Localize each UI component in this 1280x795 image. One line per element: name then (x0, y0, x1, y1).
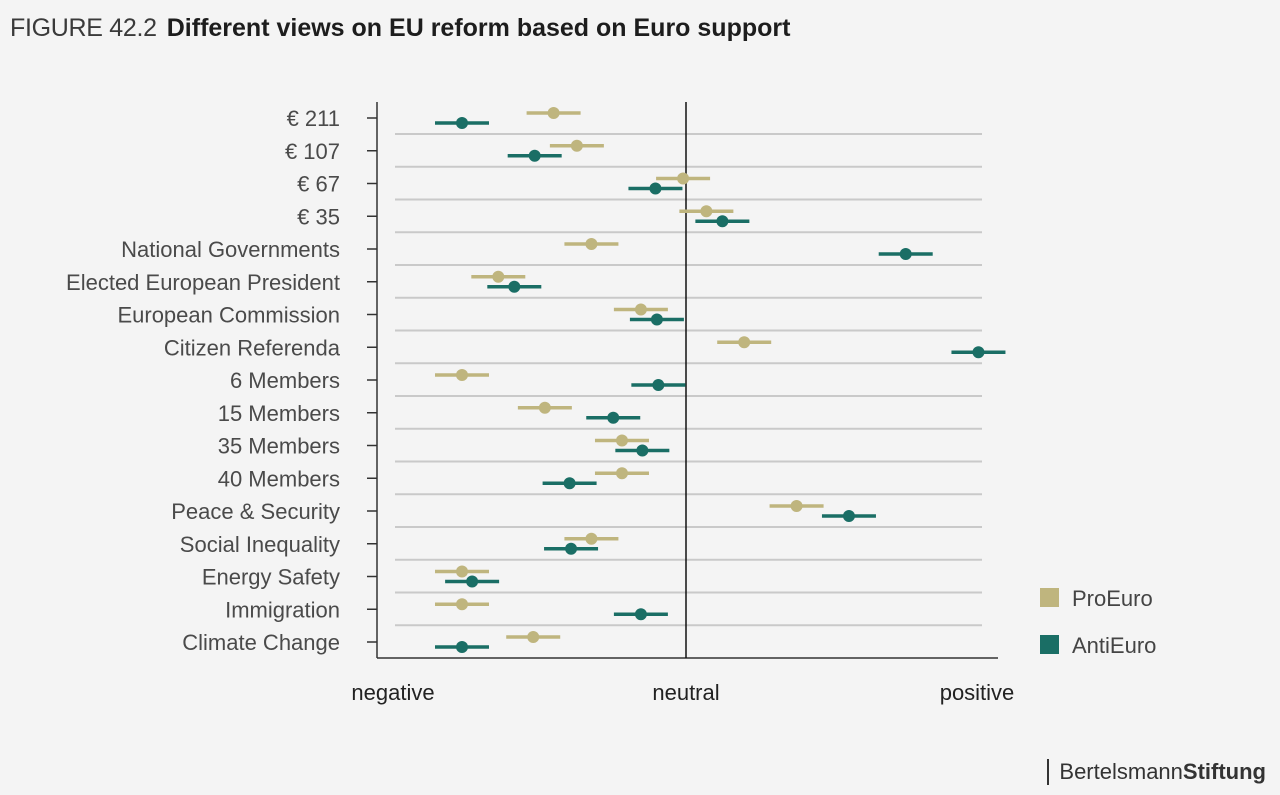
legend-label: AntiEuro (1072, 633, 1156, 658)
x-tick-label: neutral (652, 680, 719, 705)
data-point (634, 303, 647, 316)
category-label: 35 Members (218, 434, 340, 459)
data-point (508, 280, 521, 293)
category-label: Elected European President (66, 270, 340, 295)
legend-swatch (1040, 588, 1059, 607)
legend-swatch (1040, 635, 1059, 654)
data-point (456, 565, 468, 578)
data-point (649, 182, 662, 195)
brand-part2: Stiftung (1182, 759, 1266, 784)
data-point (972, 346, 985, 359)
category-label: € 67 (297, 172, 340, 197)
category-label: Climate Change (182, 630, 340, 655)
x-tick-label: negative (351, 680, 434, 705)
data-point (652, 379, 665, 391)
data-point (527, 631, 540, 643)
data-point (585, 238, 598, 250)
category-label: Citizen Referenda (164, 335, 341, 360)
brand-part1: Bertelsmann (1059, 759, 1183, 784)
legend-label: ProEuro (1072, 586, 1153, 611)
data-point (538, 401, 551, 414)
data-point (456, 369, 468, 381)
data-point (528, 149, 541, 162)
data-point (456, 598, 468, 611)
data-point (456, 641, 468, 653)
data-point (738, 336, 751, 349)
data-point (615, 434, 628, 447)
data-point (492, 270, 505, 283)
category-label: 6 Members (230, 368, 340, 393)
x-tick-label: positive (940, 680, 1015, 705)
data-point (790, 500, 803, 512)
data-point (563, 477, 576, 490)
data-point (615, 467, 628, 480)
data-point (842, 510, 855, 522)
data-point (585, 532, 598, 545)
data-point (607, 411, 620, 424)
category-label: € 107 (285, 139, 340, 164)
figure-title: Different views on EU reform based on Eu… (166, 14, 791, 42)
category-label: European Commission (117, 303, 340, 328)
category-label: € 211 (287, 106, 340, 131)
data-point (565, 542, 578, 555)
category-label: € 35 (297, 204, 340, 229)
data-point (456, 117, 468, 129)
category-label: Social Inequality (180, 532, 340, 557)
chart-title: FIGURE 42.2 Different views on EU reform … (10, 14, 790, 43)
data-point (634, 608, 647, 621)
data-point (636, 444, 649, 457)
category-label: National Governments (121, 237, 340, 262)
data-point (700, 205, 713, 218)
data-point (716, 215, 729, 228)
data-point (650, 313, 663, 326)
figure-label: FIGURE 42.2 (10, 14, 157, 42)
data-point (547, 107, 560, 119)
data-point (466, 575, 479, 588)
category-label: 40 Members (218, 466, 340, 491)
category-label: Immigration (225, 597, 340, 622)
category-label: 15 Members (218, 401, 340, 426)
data-point (570, 139, 583, 152)
data-point (899, 248, 912, 260)
category-label: Energy Safety (202, 565, 340, 590)
category-label: Peace & Security (171, 499, 340, 524)
brand-logo: BertelsmannStiftung (1047, 759, 1266, 785)
data-point (677, 172, 690, 185)
